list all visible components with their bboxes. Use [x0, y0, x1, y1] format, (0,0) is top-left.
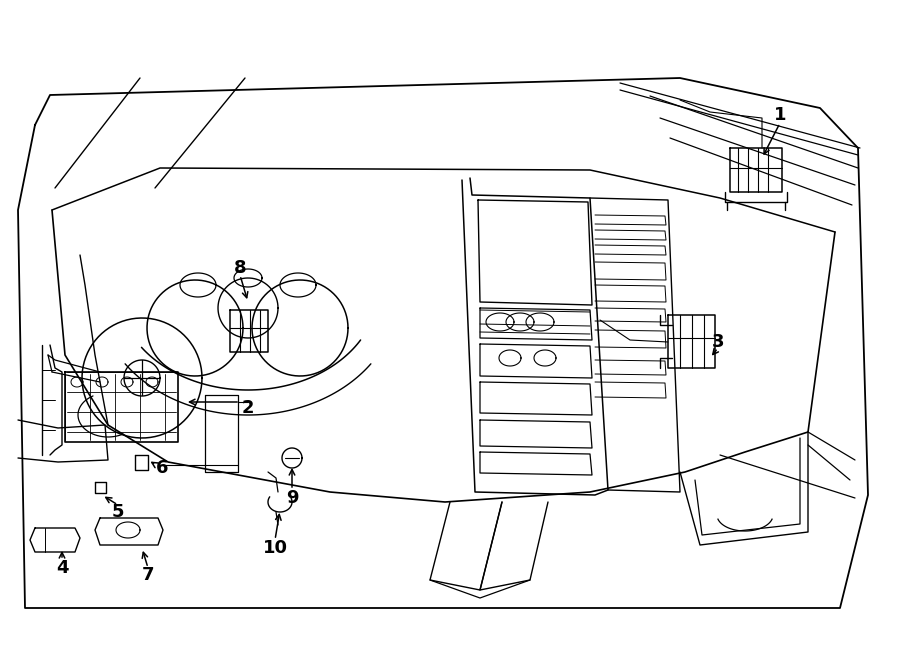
- Text: 6: 6: [156, 459, 168, 477]
- Text: 5: 5: [112, 503, 124, 521]
- Text: 7: 7: [142, 566, 154, 584]
- Text: 1: 1: [774, 106, 787, 124]
- Text: 4: 4: [56, 559, 68, 577]
- Text: 3: 3: [712, 333, 724, 351]
- Text: 8: 8: [234, 259, 247, 277]
- Text: 10: 10: [263, 539, 287, 557]
- Text: 9: 9: [286, 489, 298, 507]
- Text: 2: 2: [242, 399, 254, 417]
